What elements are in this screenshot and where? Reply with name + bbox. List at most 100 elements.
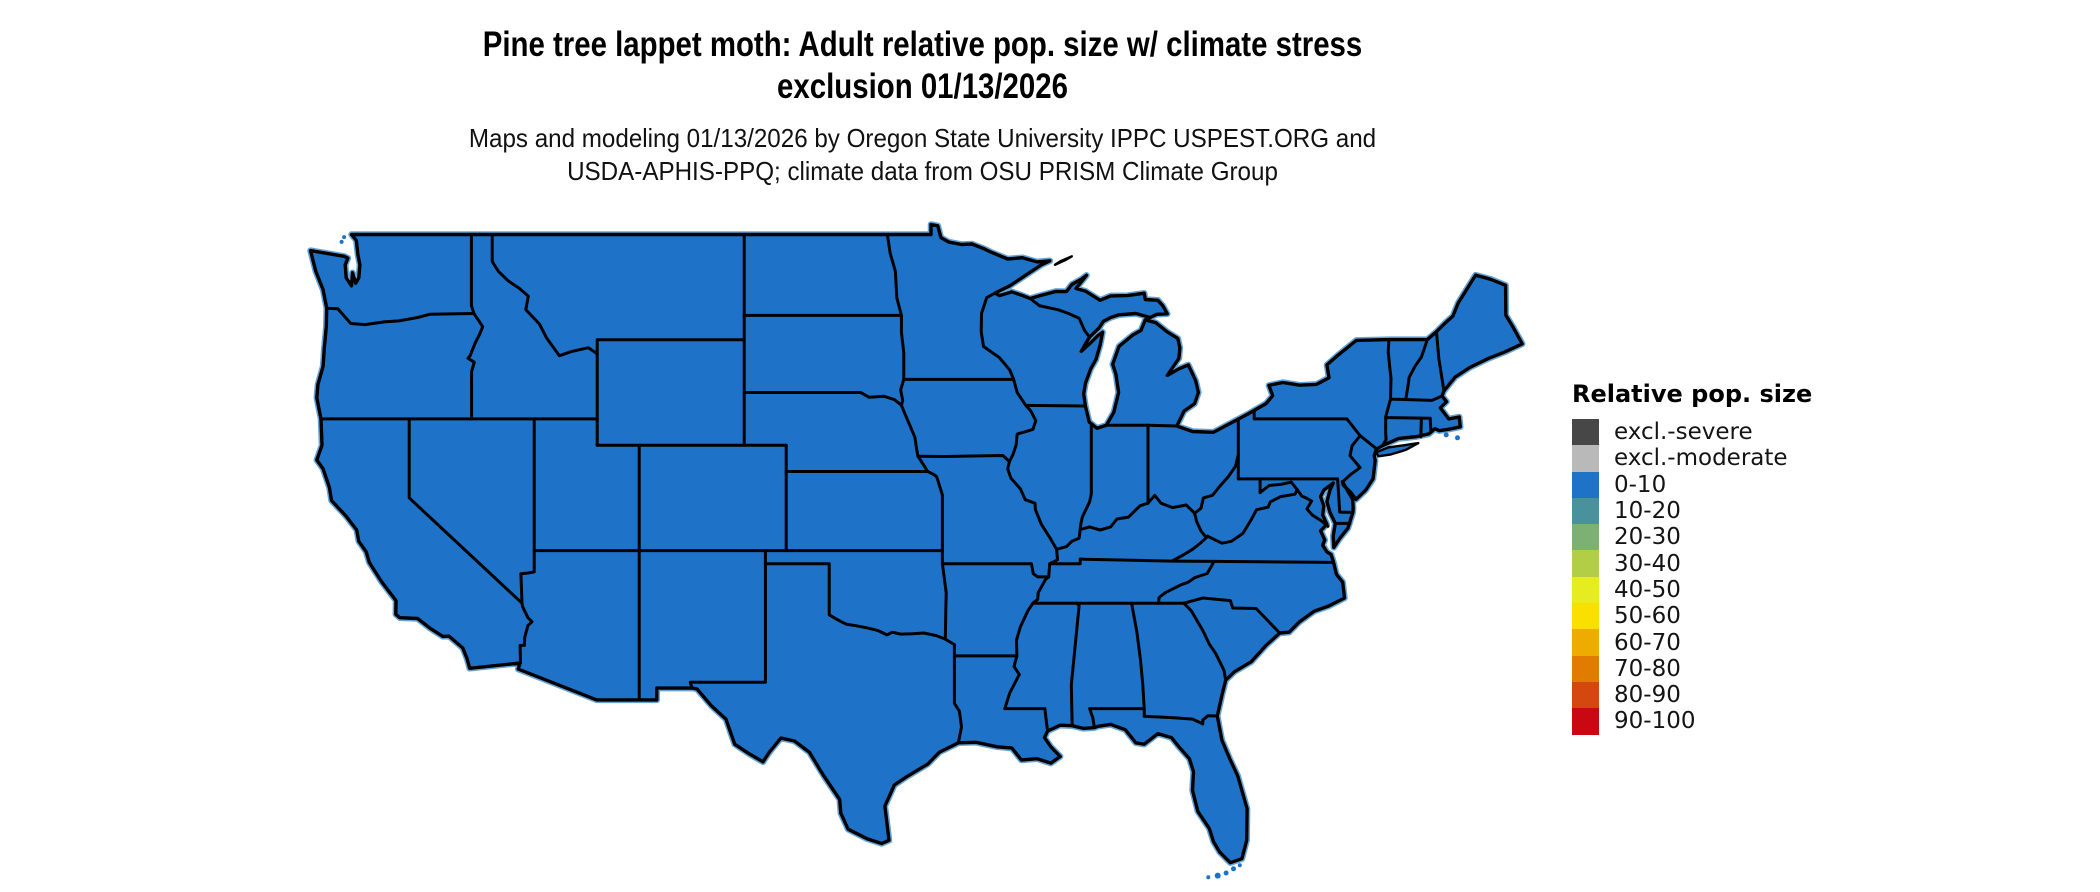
state-border (763, 549, 947, 641)
state-border (1003, 377, 1059, 711)
state-border (1157, 559, 1216, 605)
legend-label: 60-70 (1614, 629, 1681, 656)
legend-swatch (1572, 603, 1599, 630)
small-island-dot (1214, 872, 1221, 879)
subtitle-line-1: Maps and modeling 01/13/2026 by Oregon S… (468, 123, 1377, 153)
small-island-dot (1443, 432, 1449, 438)
state-border (1003, 707, 1050, 733)
legend-label: 70-80 (1614, 655, 1681, 682)
legend-label: excl.-moderate (1614, 445, 1788, 472)
legend-item: 90-100 (1572, 708, 1812, 735)
small-island-dot (1231, 866, 1236, 872)
small-island-dot (1237, 863, 1242, 868)
legend-item: excl.-severe (1572, 419, 1812, 446)
state-border (940, 562, 948, 641)
state-border (1182, 596, 1282, 635)
state-border (1341, 417, 1362, 484)
state-border (1435, 330, 1446, 393)
state-border (943, 637, 963, 745)
legend-label: 80-90 (1614, 682, 1681, 709)
state-border (1419, 417, 1423, 439)
figure-title: Pine tree lappet moth: Adult relative po… (400, 24, 1446, 108)
title-line-1: Pine tree lappet moth: Adult relative po… (482, 25, 1363, 64)
legend-label: 10-20 (1614, 498, 1681, 525)
legend-item: 60-70 (1572, 629, 1812, 656)
state-border (1358, 434, 1378, 451)
us-choropleth-map (307, 221, 1526, 880)
state-border (325, 306, 476, 327)
small-island-dot (1455, 435, 1460, 441)
small-island-dot (1206, 875, 1211, 880)
legend-swatch (1572, 497, 1599, 525)
legend-item: 80-90 (1572, 681, 1812, 709)
legend-swatch (1572, 629, 1599, 656)
state-border (1252, 409, 1349, 421)
small-island-dot (342, 235, 347, 240)
legend-label: 90-100 (1614, 708, 1696, 735)
small-island-dot (1223, 870, 1229, 876)
legend-swatch (1572, 419, 1599, 446)
state-border (1088, 707, 1219, 730)
state-border (469, 233, 476, 315)
state-border (979, 291, 1016, 381)
state-border (466, 312, 485, 421)
state-border (1384, 416, 1433, 434)
state-border (1206, 488, 1299, 545)
state-border (1258, 480, 1330, 528)
legend-item: 20-30 (1572, 524, 1812, 551)
state-border (519, 417, 536, 605)
legend-item: 0-10 (1572, 471, 1812, 498)
subtitle-line-2: USDA-APHIS-PPQ; climate data from OSU PR… (567, 156, 1278, 186)
island (1375, 441, 1420, 458)
legend-label: 40-50 (1614, 576, 1681, 603)
small-island-dot (339, 239, 344, 244)
state-border (490, 233, 599, 358)
legend-title: Relative pop. size (1572, 380, 1813, 408)
state-border (885, 233, 903, 317)
legend-label: 50-60 (1614, 603, 1681, 630)
legend-swatch (1572, 576, 1599, 604)
legend-swatch (1572, 655, 1599, 682)
state-border (1048, 557, 1216, 566)
state-border (1212, 559, 1336, 564)
legend-item: excl.-moderate (1572, 445, 1812, 472)
state-border (899, 313, 906, 407)
legend-item: 70-80 (1572, 655, 1812, 682)
state-border (916, 454, 1011, 463)
state-border (595, 338, 746, 356)
legend-swatch (1572, 708, 1599, 735)
legend-swatch (1572, 550, 1599, 577)
legend-label: 0-10 (1614, 471, 1667, 498)
state-border (1404, 338, 1429, 402)
legend-item: 50-60 (1572, 603, 1812, 630)
state-border (1389, 394, 1444, 402)
legend-label: 20-30 (1614, 524, 1681, 551)
legend-swatch (1572, 445, 1599, 472)
legend-swatch (1572, 681, 1599, 709)
legend-label: excl.-severe (1614, 419, 1753, 446)
state-border (1182, 601, 1228, 682)
state-border (1336, 477, 1355, 514)
legend-item: 10-20 (1572, 497, 1812, 525)
conus-landmass (308, 222, 1524, 865)
legend: Relative pop. size excl.-severe excl.-mod… (1572, 380, 1812, 735)
state-border (1024, 403, 1087, 408)
legend-item: 30-40 (1572, 550, 1812, 577)
title-line-2: exclusion 01/13/2026 (777, 67, 1068, 106)
state-border (688, 562, 767, 690)
legend-swatch (1572, 524, 1599, 551)
island (1053, 255, 1073, 266)
state-border (940, 562, 1051, 579)
state-border (407, 417, 534, 665)
legend-label: 30-40 (1614, 550, 1681, 577)
legend-swatch (1572, 471, 1599, 498)
state-border (1028, 297, 1092, 339)
state-border (1104, 423, 1179, 428)
state-border (926, 470, 944, 566)
legend-item: 40-50 (1572, 576, 1812, 604)
figure-subtitle: Maps and modeling 01/13/2026 by Oregon S… (344, 122, 1502, 188)
state-border (1193, 511, 1210, 538)
state-border (1069, 601, 1081, 728)
state-border (1170, 534, 1210, 563)
